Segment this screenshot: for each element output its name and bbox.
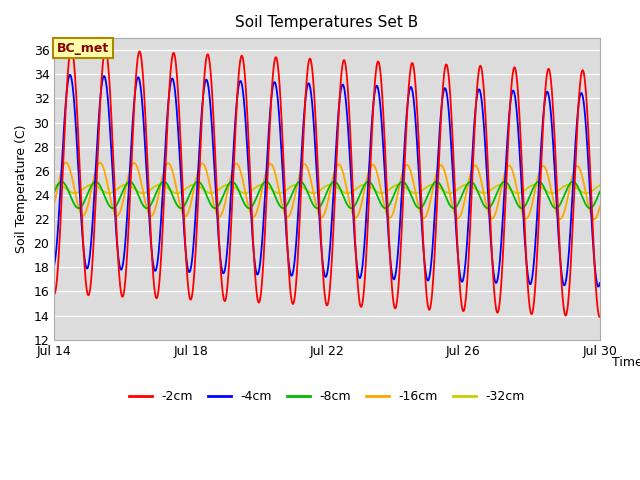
-4cm	[628, 285, 636, 291]
-2cm	[333, 141, 341, 146]
-16cm	[51, 200, 58, 206]
Line: -16cm: -16cm	[54, 162, 634, 219]
-2cm	[67, 46, 75, 51]
-2cm	[545, 67, 553, 73]
Text: BC_met: BC_met	[57, 42, 109, 55]
-4cm	[340, 84, 348, 89]
-2cm	[340, 58, 348, 63]
-16cm	[62, 159, 70, 165]
-4cm	[630, 282, 637, 288]
-4cm	[66, 72, 74, 78]
-32cm	[344, 190, 351, 196]
-32cm	[340, 189, 348, 195]
-16cm	[545, 179, 553, 184]
-8cm	[546, 197, 554, 203]
-32cm	[265, 185, 273, 191]
-32cm	[282, 188, 290, 193]
-16cm	[625, 216, 632, 222]
-8cm	[266, 181, 273, 187]
-32cm	[546, 190, 554, 195]
Title: Soil Temperatures Set B: Soil Temperatures Set B	[236, 15, 419, 30]
-4cm	[282, 228, 290, 234]
-4cm	[545, 96, 553, 102]
Legend: -2cm, -4cm, -8cm, -16cm, -32cm: -2cm, -4cm, -8cm, -16cm, -32cm	[124, 385, 530, 408]
-32cm	[630, 183, 637, 189]
-16cm	[630, 204, 637, 210]
-32cm	[51, 183, 58, 189]
-2cm	[383, 184, 390, 190]
-8cm	[51, 189, 58, 195]
X-axis label: Time: Time	[612, 356, 640, 369]
-16cm	[282, 214, 290, 219]
-32cm	[361, 182, 369, 188]
-8cm	[194, 179, 202, 184]
-16cm	[265, 162, 273, 168]
Line: -4cm: -4cm	[54, 75, 634, 288]
-8cm	[340, 194, 348, 200]
-4cm	[51, 262, 58, 267]
-4cm	[265, 123, 273, 129]
-16cm	[340, 172, 348, 178]
-8cm	[383, 205, 390, 211]
-32cm	[383, 189, 390, 194]
Line: -2cm: -2cm	[54, 48, 634, 318]
-2cm	[51, 291, 58, 297]
-16cm	[333, 162, 341, 168]
-2cm	[282, 217, 290, 223]
-2cm	[265, 138, 273, 144]
-16cm	[383, 211, 390, 216]
-2cm	[630, 315, 637, 321]
-8cm	[282, 203, 290, 209]
-4cm	[383, 205, 390, 211]
-8cm	[630, 189, 637, 195]
-4cm	[333, 125, 341, 131]
-8cm	[177, 205, 185, 211]
Line: -32cm: -32cm	[54, 185, 634, 193]
-8cm	[333, 181, 341, 187]
Y-axis label: Soil Temperature (C): Soil Temperature (C)	[15, 125, 28, 253]
-32cm	[333, 185, 341, 191]
Line: -8cm: -8cm	[54, 181, 634, 208]
